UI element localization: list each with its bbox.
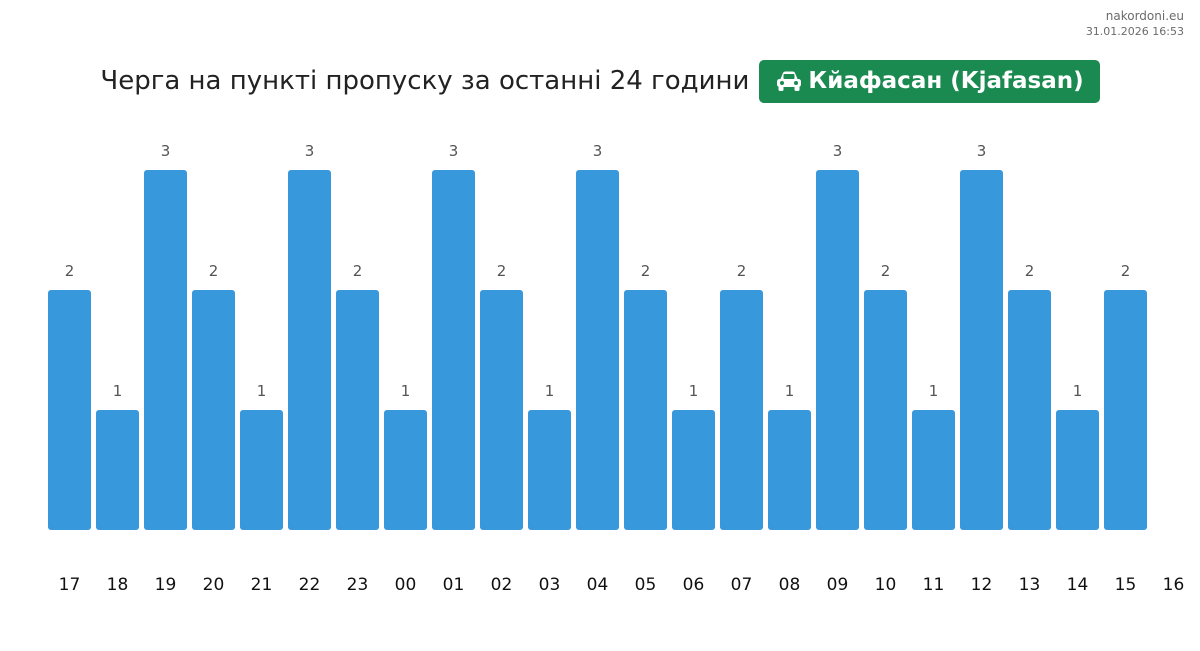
x-tick-12: 12 xyxy=(971,575,993,595)
data-label-17: 2 xyxy=(65,262,75,280)
x-tick-19: 19 xyxy=(155,575,177,595)
data-label-08: 1 xyxy=(785,382,795,400)
x-tick-06: 06 xyxy=(683,575,705,595)
x-tick-11: 11 xyxy=(923,575,945,595)
x-tick-03: 03 xyxy=(539,575,561,595)
x-tick-09: 09 xyxy=(827,575,849,595)
x-tick-17: 17 xyxy=(59,575,81,595)
x-tick-02: 02 xyxy=(491,575,513,595)
bar-04 xyxy=(576,170,619,530)
data-label-03: 1 xyxy=(545,382,555,400)
x-tick-21: 21 xyxy=(251,575,273,595)
data-label-04: 3 xyxy=(593,142,603,160)
bar-22 xyxy=(288,170,331,530)
data-label-13: 2 xyxy=(1025,262,1035,280)
bar-03 xyxy=(528,410,571,530)
data-label-10: 2 xyxy=(881,262,891,280)
x-tick-15: 15 xyxy=(1115,575,1137,595)
chart-header: Черга на пункті пропуску за останні 24 г… xyxy=(0,59,1200,103)
data-label-19: 3 xyxy=(161,142,171,160)
x-tick-18: 18 xyxy=(107,575,129,595)
x-tick-13: 13 xyxy=(1019,575,1041,595)
data-label-01: 3 xyxy=(449,142,459,160)
x-tick-07: 07 xyxy=(731,575,753,595)
chart-title: Черга на пункті пропуску за останні 24 г… xyxy=(100,66,750,96)
data-label-05: 2 xyxy=(641,262,651,280)
data-label-02: 2 xyxy=(497,262,507,280)
bar-21 xyxy=(240,410,283,530)
checkpoint-badge: Кйафасан (Kjafasan) xyxy=(759,59,1100,103)
x-tick-10: 10 xyxy=(875,575,897,595)
timestamp: 31.01.2026 16:53 xyxy=(1085,25,1184,38)
data-label-07: 2 xyxy=(737,262,747,280)
bar-02 xyxy=(480,290,523,530)
site-name: nakordoni.eu xyxy=(1105,9,1184,23)
data-label-06: 1 xyxy=(689,382,699,400)
bar-11 xyxy=(912,410,955,530)
bar-05 xyxy=(624,290,667,530)
data-label-18: 1 xyxy=(113,382,123,400)
x-tick-16: 16 xyxy=(1163,575,1185,595)
bar-20 xyxy=(192,290,235,530)
x-tick-01: 01 xyxy=(443,575,465,595)
bar-01 xyxy=(432,170,475,530)
bar-17 xyxy=(48,290,91,530)
data-label-22: 3 xyxy=(305,142,315,160)
x-tick-14: 14 xyxy=(1067,575,1089,595)
checkpoint-name: Кйафасан (Kjafasan) xyxy=(808,68,1084,94)
data-label-15: 2 xyxy=(1121,262,1131,280)
data-label-21: 1 xyxy=(257,382,267,400)
bar-19 xyxy=(144,170,187,530)
bar-14 xyxy=(1056,410,1099,530)
bar-00 xyxy=(384,410,427,530)
car-icon xyxy=(775,69,803,93)
x-tick-05: 05 xyxy=(635,575,657,595)
x-tick-00: 00 xyxy=(395,575,417,595)
bar-12 xyxy=(960,170,1003,530)
source-info: nakordoni.eu 31.01.2026 16:53 xyxy=(1086,9,1184,39)
bar-13 xyxy=(1008,290,1051,530)
x-tick-08: 08 xyxy=(779,575,801,595)
data-label-23: 2 xyxy=(353,262,363,280)
data-label-14: 1 xyxy=(1073,382,1083,400)
bar-23 xyxy=(336,290,379,530)
bar-06 xyxy=(672,410,715,530)
data-label-12: 3 xyxy=(977,142,987,160)
x-tick-23: 23 xyxy=(347,575,369,595)
bar-07 xyxy=(720,290,763,530)
data-label-20: 2 xyxy=(209,262,219,280)
x-tick-20: 20 xyxy=(203,575,225,595)
data-label-11: 1 xyxy=(929,382,939,400)
data-label-09: 3 xyxy=(833,142,843,160)
bar-18 xyxy=(96,410,139,530)
bar-10 xyxy=(864,290,907,530)
x-tick-22: 22 xyxy=(299,575,321,595)
bar-09 xyxy=(816,170,859,530)
data-label-00: 1 xyxy=(401,382,411,400)
bar-15 xyxy=(1104,290,1147,530)
x-tick-04: 04 xyxy=(587,575,609,595)
bar-08 xyxy=(768,410,811,530)
